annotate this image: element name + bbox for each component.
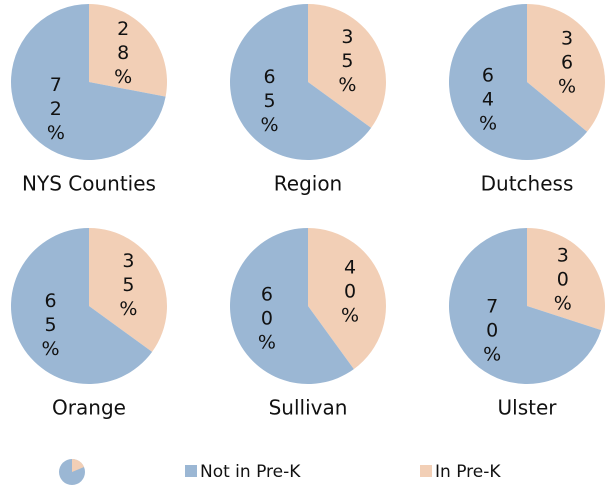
pie-title: NYS Counties [22,172,156,196]
data-label: 65% [40,290,62,362]
pie-slice [449,228,602,385]
pie-slice [449,4,588,160]
legend-label: Not in Pre-K [200,462,301,482]
pie-title: Sullivan [269,396,348,420]
legend-icon [59,459,85,485]
pie-slice [89,4,167,97]
pie-slice [308,4,387,128]
pie-title: Ulster [498,396,558,420]
data-label: 70% [481,296,503,368]
pie-title: Orange [52,396,126,420]
data-label: 28% [112,18,134,90]
data-label: 36% [556,27,578,99]
data-label: 35% [117,250,139,322]
legend-label: In Pre-K [435,462,501,482]
data-label: 30% [552,244,574,316]
pie-slice [527,228,605,331]
pie-title: Dutchess [481,172,574,196]
data-label: 35% [336,26,358,98]
data-label: 65% [259,66,281,138]
data-label: 64% [477,65,499,137]
pie-slice [89,228,168,352]
data-label: 40% [339,257,361,329]
pie-slice [230,228,354,384]
data-label: 72% [45,74,67,146]
legend-swatch [420,465,432,477]
pie-slice [11,228,153,384]
pie-slice [230,4,372,160]
pie-title: Region [274,172,342,196]
pie-slice [10,4,166,160]
legend-swatch [185,465,197,477]
pie-slice [308,228,387,370]
pie-slice [527,4,605,132]
data-label: 60% [256,283,278,355]
